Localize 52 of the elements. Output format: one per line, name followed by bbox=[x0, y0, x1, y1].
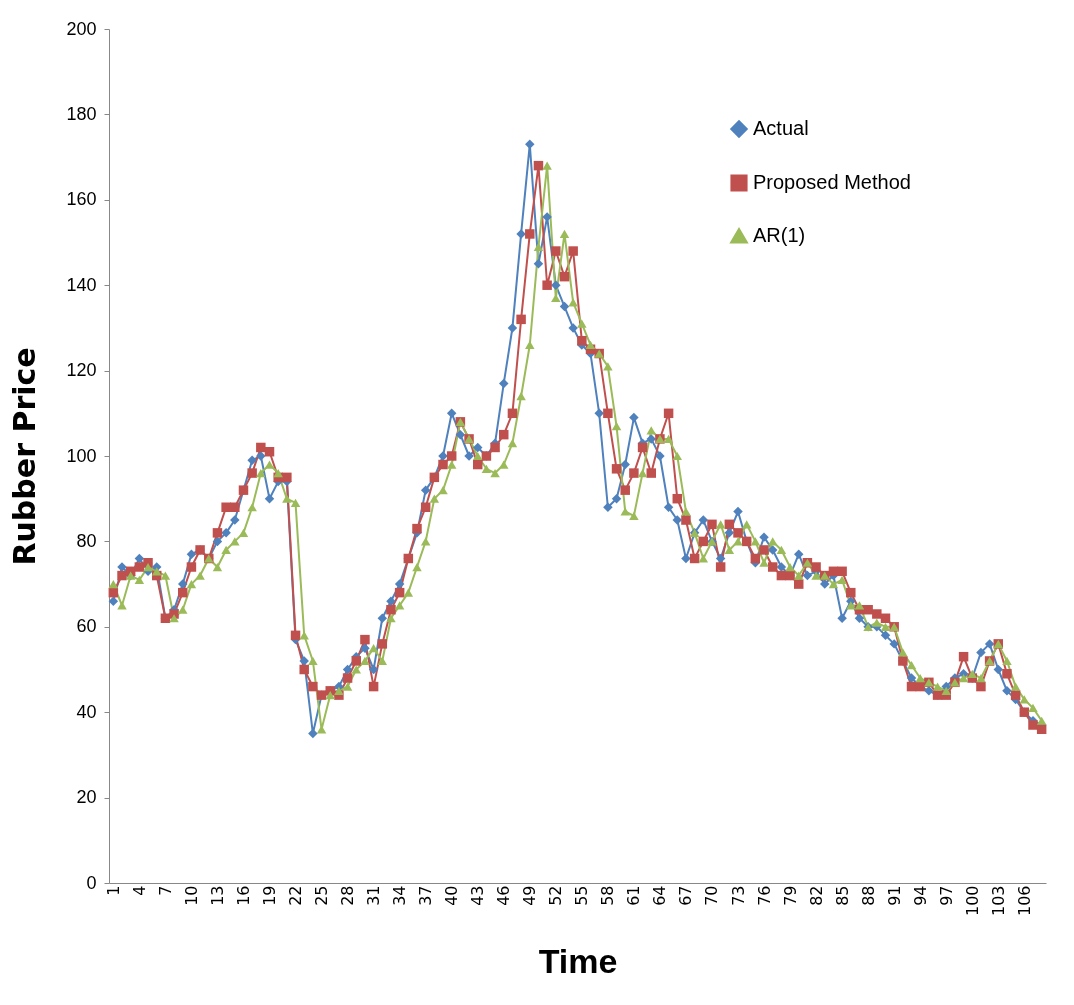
y-axis-title: Rubber Price bbox=[7, 347, 43, 566]
y-tick-label: 140 bbox=[66, 274, 97, 295]
x-tick-label: 40 bbox=[442, 885, 462, 906]
y-tick-label: 0 bbox=[86, 872, 97, 893]
y-tick-label: 20 bbox=[76, 787, 97, 808]
x-tick-label: 28 bbox=[338, 885, 358, 906]
x-tick-label: 52 bbox=[546, 885, 566, 906]
x-tick-label: 10 bbox=[181, 885, 201, 906]
x-tick-label: 79 bbox=[780, 885, 800, 906]
y-tick-label: 160 bbox=[66, 189, 97, 210]
x-tick-label: 73 bbox=[728, 885, 748, 906]
x-tick-label: 49 bbox=[520, 885, 540, 906]
x-tick-label: 76 bbox=[754, 885, 774, 906]
legend-label: Actual bbox=[753, 117, 809, 139]
x-tick-label: 34 bbox=[390, 885, 410, 906]
x-tick-label: 91 bbox=[884, 885, 904, 906]
x-tick-label: 19 bbox=[260, 885, 279, 906]
x-tick-label: 1 bbox=[103, 885, 123, 896]
y-tick-label: 100 bbox=[66, 445, 97, 466]
x-tick-label: 103 bbox=[988, 885, 1008, 917]
x-tick-label: 46 bbox=[494, 885, 514, 906]
x-tick-label: 100 bbox=[962, 885, 982, 917]
legend-label: AR(1) bbox=[753, 224, 806, 246]
x-tick-label: 43 bbox=[468, 885, 488, 906]
y-tick-label: 200 bbox=[66, 18, 97, 39]
x-tick-label: 16 bbox=[233, 885, 253, 906]
x-tick-label: 7 bbox=[155, 885, 175, 896]
x-axis-title: Time bbox=[538, 942, 618, 981]
x-tick-label: 31 bbox=[364, 885, 384, 906]
x-tick-label: 64 bbox=[650, 885, 670, 906]
x-tick-label: 13 bbox=[207, 885, 227, 906]
y-tick-label: 60 bbox=[76, 616, 97, 637]
x-tick-label: 82 bbox=[806, 885, 826, 906]
x-tick-label: 37 bbox=[416, 885, 436, 906]
x-tick-label: 88 bbox=[858, 885, 878, 906]
x-tick-label: 67 bbox=[676, 885, 696, 906]
x-tick-label: 94 bbox=[910, 885, 930, 906]
x-tick-label: 106 bbox=[1014, 885, 1034, 917]
legend-label: Proposed Method bbox=[753, 171, 911, 193]
x-tick-label: 58 bbox=[598, 885, 618, 906]
x-tick-label: 85 bbox=[832, 885, 852, 906]
y-tick-label: 120 bbox=[66, 360, 97, 381]
y-tick-label: 180 bbox=[66, 103, 97, 124]
x-tick-label: 55 bbox=[572, 885, 592, 906]
x-tick-label: 70 bbox=[702, 885, 722, 906]
y-tick-label: 80 bbox=[76, 530, 97, 551]
y-tick-label: 40 bbox=[76, 701, 97, 722]
x-tick-label: 97 bbox=[936, 885, 956, 906]
x-tick-label: 22 bbox=[286, 885, 306, 906]
x-tick-label: 61 bbox=[624, 885, 644, 906]
x-tick-label: 25 bbox=[312, 885, 332, 906]
x-tick-label: 4 bbox=[129, 885, 149, 896]
